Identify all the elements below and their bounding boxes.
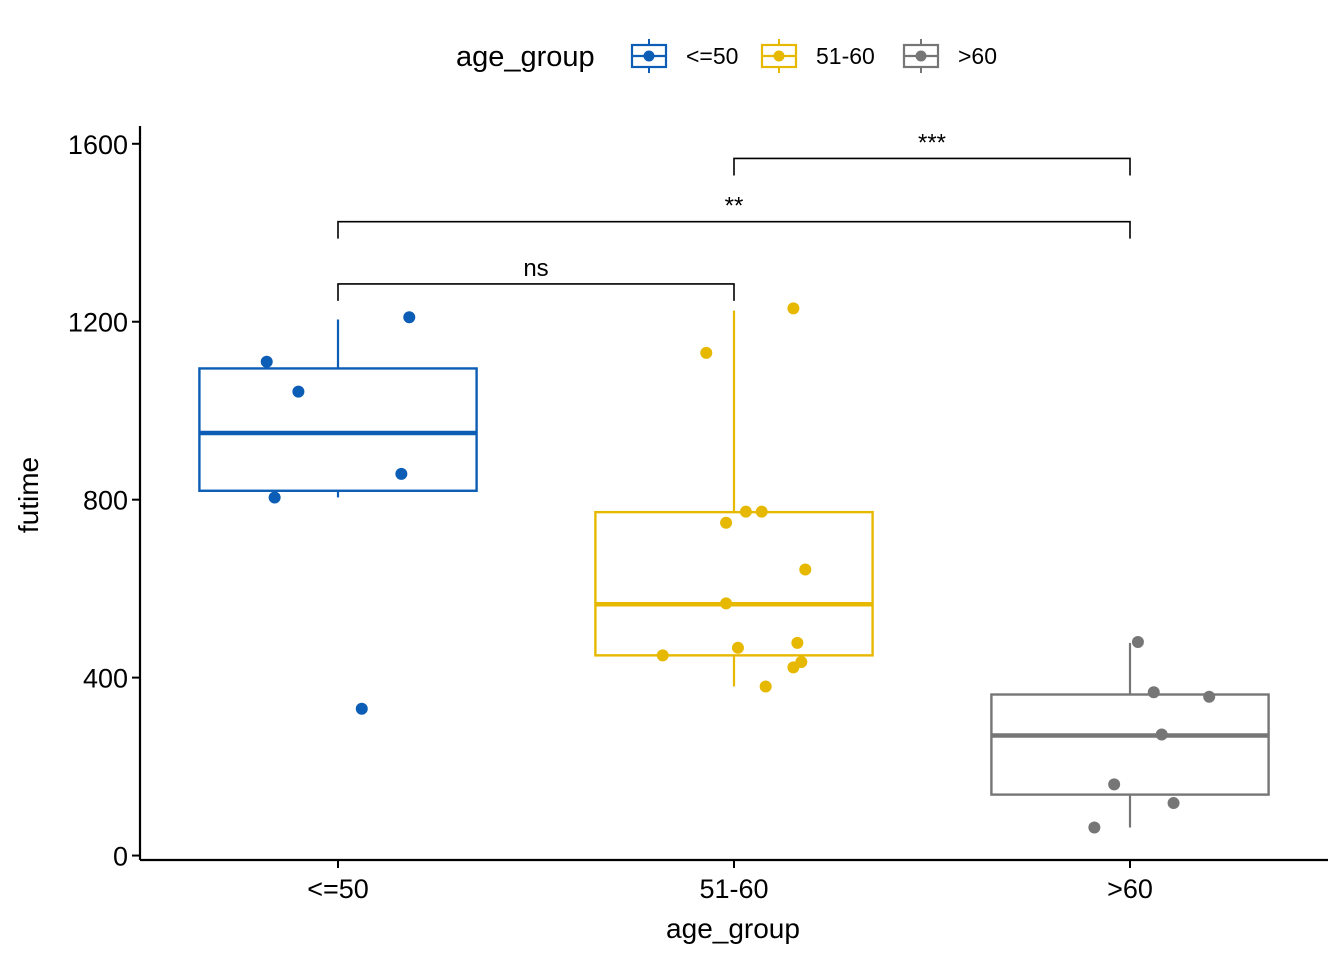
box-rect — [198, 367, 478, 492]
data-point — [755, 505, 768, 518]
data-point — [1088, 821, 1101, 834]
legend-label: 51-60 — [816, 43, 875, 69]
box-rect — [594, 510, 874, 657]
x-axis-label: age_group — [666, 913, 800, 944]
data-point — [1131, 636, 1144, 649]
box-gt60 — [990, 642, 1270, 828]
x-tick-label: >60 — [1107, 874, 1153, 904]
legend-title: age_group — [456, 41, 595, 73]
data-point — [268, 491, 281, 504]
x-tick-label: 51-60 — [699, 874, 768, 904]
y-tick-label: 800 — [83, 486, 128, 516]
y-tick-label: 0 — [113, 842, 128, 872]
data-point — [355, 702, 368, 715]
axes: 0 400 800 1200 1600 <=50 51-60 >60 — [68, 126, 1328, 904]
data-point — [1155, 728, 1168, 741]
data-point — [787, 302, 800, 315]
legend-entries: <=50 51-60 >60 — [630, 39, 997, 73]
bracket-51-60-vs-gt60: *** — [733, 129, 1131, 176]
legend-entry-le50: <=50 — [630, 39, 738, 73]
data-point — [759, 680, 772, 693]
bracket-line — [337, 283, 735, 301]
bracket-le50-vs-gt60: ** — [337, 193, 1131, 239]
data-point — [799, 563, 812, 576]
data-point — [787, 661, 800, 674]
data-point — [260, 355, 273, 368]
data-point — [731, 641, 744, 654]
box-le50 — [198, 319, 478, 498]
bracket-le50-vs-51-60: ns — [337, 255, 735, 301]
bracket-line — [733, 157, 1131, 176]
data-point — [1108, 778, 1121, 791]
box-51-60 — [594, 310, 874, 687]
y-tick-label: 1200 — [68, 308, 128, 338]
y-tick-label: 1600 — [68, 130, 128, 160]
data-point — [656, 649, 669, 662]
legend: age_group <=50 51-60 >60 — [456, 39, 997, 73]
legend-label: <=50 — [686, 43, 738, 69]
jitter-points — [260, 302, 1216, 834]
data-point — [403, 311, 416, 324]
data-point — [1147, 686, 1160, 699]
data-point — [720, 597, 733, 610]
data-point — [1203, 690, 1216, 703]
box-series — [198, 310, 1270, 828]
bracket-line — [337, 220, 1131, 239]
legend-entry-gt60: >60 — [902, 39, 997, 73]
significance-brackets: ns***** — [337, 129, 1131, 301]
data-point — [1167, 797, 1180, 810]
legend-label: >60 — [958, 43, 997, 69]
data-point — [739, 505, 752, 518]
significance-label: *** — [918, 129, 946, 156]
legend-key-point — [915, 50, 927, 62]
legend-entry-51-60: 51-60 — [760, 39, 875, 73]
data-point — [700, 346, 713, 359]
y-axis-label: futime — [13, 457, 44, 533]
significance-label: ns — [523, 255, 548, 282]
box-rect — [990, 693, 1270, 796]
legend-key-point — [643, 50, 655, 62]
data-point — [292, 385, 305, 398]
data-point — [720, 516, 733, 529]
data-point — [791, 636, 804, 649]
x-tick-label: <=50 — [307, 874, 369, 904]
significance-label: ** — [725, 193, 744, 220]
y-tick-label: 400 — [83, 664, 128, 694]
legend-key-point — [773, 50, 785, 62]
data-point — [395, 467, 408, 480]
